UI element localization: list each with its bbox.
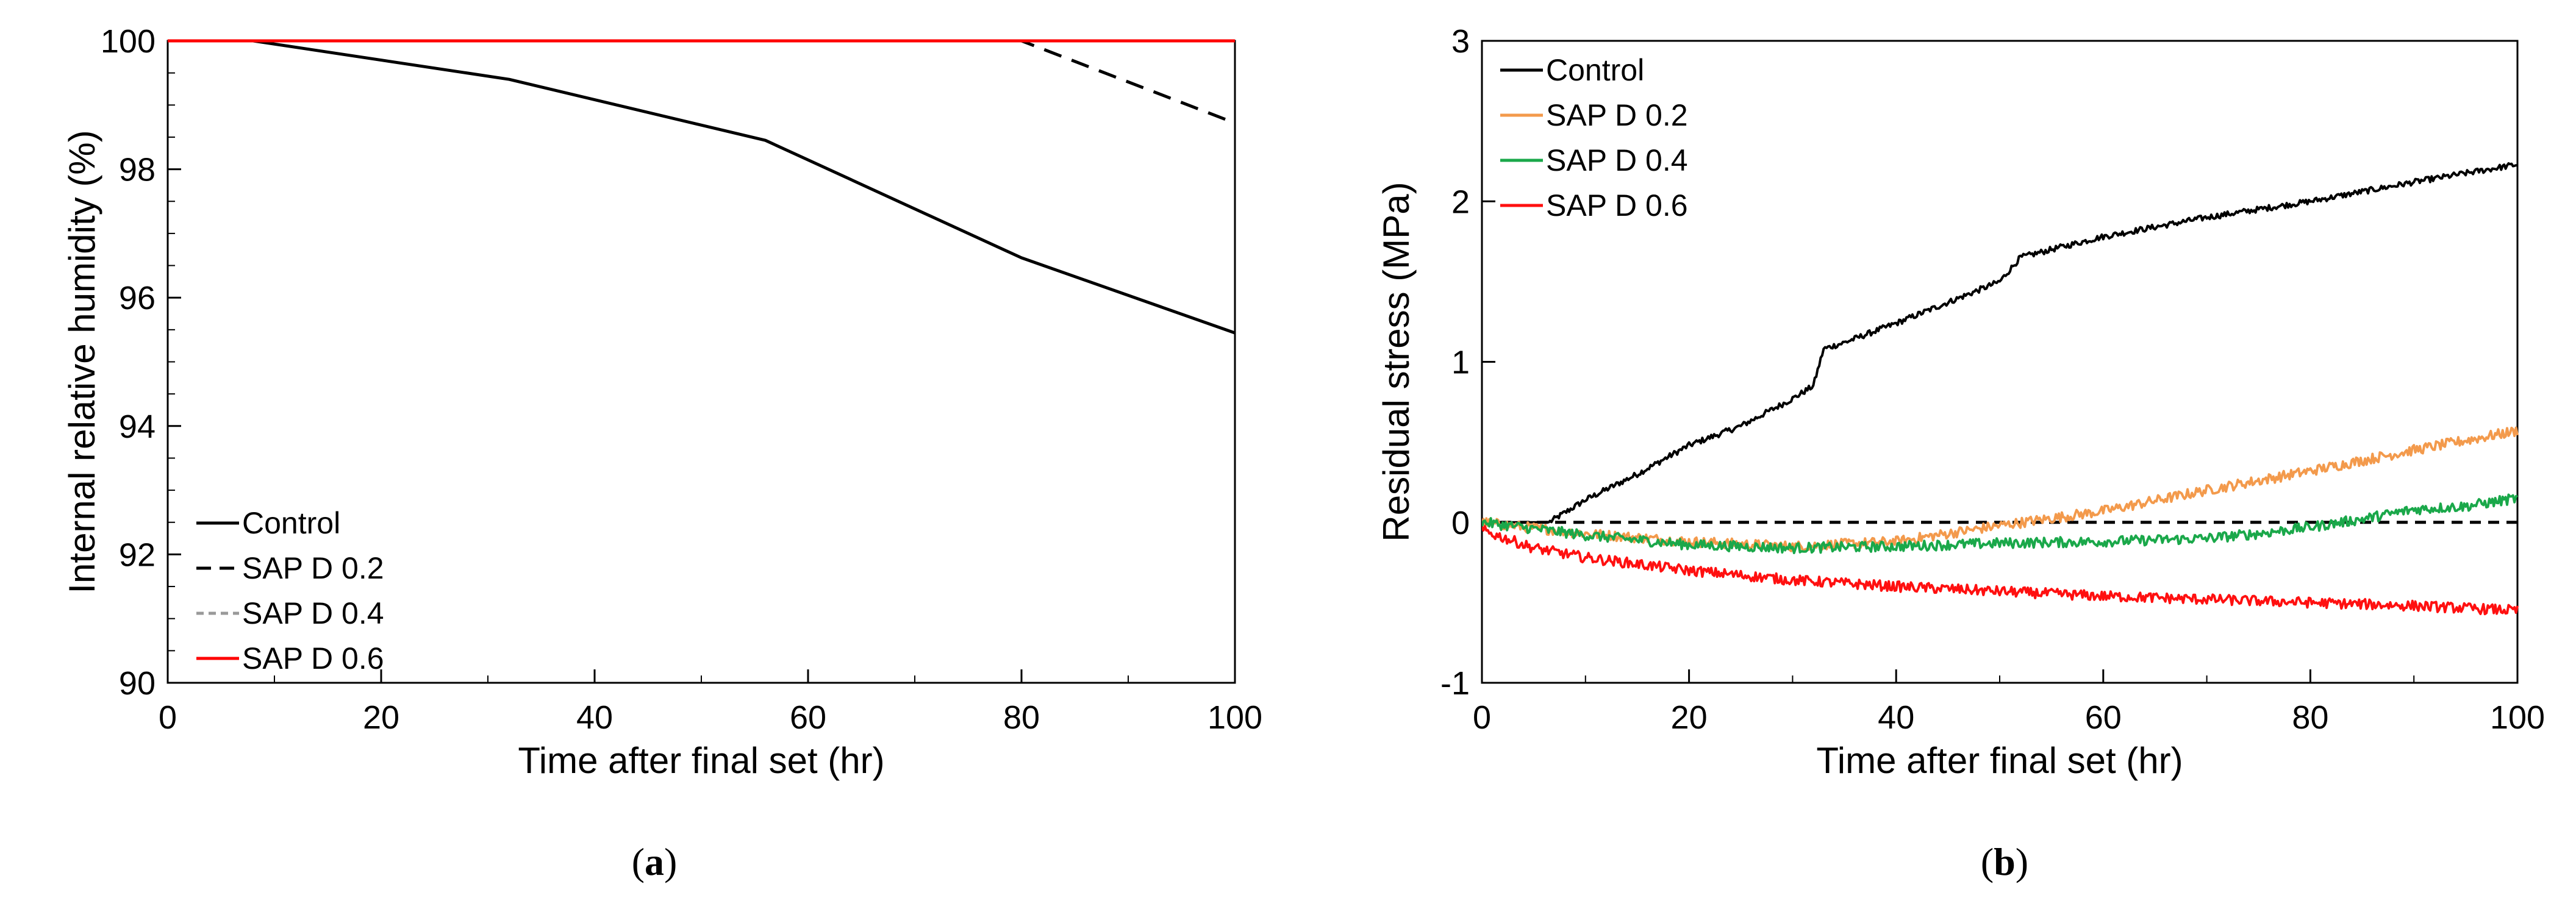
panel-b-series-sap-d-0-6 xyxy=(1482,525,2519,616)
panel-a-series-control xyxy=(168,39,1236,335)
panel-b-legend-label: SAP D 0.6 xyxy=(1546,188,1688,223)
panel-b-legend-label: Control xyxy=(1546,53,1644,87)
panel-b-legend: Control SAP D 0.2 SAP D 0.4 SAP D 0.6 xyxy=(1500,53,1688,223)
panel-b-legend-label: SAP D 0.2 xyxy=(1546,98,1688,132)
panel-b-y-tick-label: 0 xyxy=(1451,505,1470,541)
panel-a-x-axis-title: Time after final set (hr) xyxy=(518,740,884,781)
panel-a-legend-label: Control xyxy=(242,506,340,540)
panel-a-y-tick-label: 94 xyxy=(119,408,156,445)
panel-a-y-axis-title: Internal relative humidity (%) xyxy=(62,130,102,593)
panel-a-x-tick-label: 80 xyxy=(1003,699,1040,736)
panel-a-y-tick-label: 100 xyxy=(101,23,156,60)
panel-b-legend-label: SAP D 0.4 xyxy=(1546,143,1688,177)
panel-b-x-tick-label: 100 xyxy=(2490,699,2545,736)
panel-a-legend: Control SAP D 0.2 SAP D 0.4 SAP D 0.6 xyxy=(196,506,384,675)
panel-b-x-axis-title: Time after final set (hr) xyxy=(1816,740,2183,781)
panel-a-x-tick-label: 100 xyxy=(1208,699,1262,736)
panel-b-y-tick-label: 2 xyxy=(1451,184,1470,220)
panel-a-x-tick-label: 40 xyxy=(576,699,613,736)
panel-a-x-tick-label: 20 xyxy=(363,699,399,736)
panel-a-plot-frame xyxy=(166,40,1236,684)
panel-a-y-tick-label: 90 xyxy=(119,665,156,702)
panel-b-x-tick-label: 60 xyxy=(2085,699,2122,736)
panel-b-x-tick-label: 0 xyxy=(1473,699,1491,736)
panel-b-panel-label: (b) xyxy=(1981,840,2028,883)
panel-a-panel-label: (a) xyxy=(632,840,678,883)
panel-b-y-axis-title: Residual stress (MPa) xyxy=(1376,182,1417,541)
panel-a-x-tick-label: 0 xyxy=(159,699,177,736)
panel-a-y-tick-label: 98 xyxy=(119,152,156,188)
panel-b-x-tick-label: 20 xyxy=(1671,699,1708,736)
panel-a-y-tick-label: 92 xyxy=(119,536,156,573)
panel-b-plot-frame xyxy=(1481,40,2519,684)
panel-b-series-control xyxy=(1482,162,2518,524)
panel-b-x-tick-label: 80 xyxy=(2292,699,2328,736)
panel-b-series-sap-d-0-4 xyxy=(1482,493,2518,554)
panel-b-x-tick-label: 40 xyxy=(1878,699,1914,736)
panel-a-chart: 90 92 94 96 98 100 0 20 40 60 80 100 Time after fina… xyxy=(62,23,1262,883)
panel-a-legend-label: SAP D 0.6 xyxy=(242,641,384,675)
panel-b-y-tick-label: -1 xyxy=(1440,665,1470,702)
panel-a-y-tick-label: 96 xyxy=(119,280,156,316)
panel-b-y-tick-label: 3 xyxy=(1451,23,1470,60)
panel-b-y-tick-label: 1 xyxy=(1451,344,1470,381)
panel-b-series-sap-d-0-2 xyxy=(1482,426,2519,552)
panel-a-legend-label: SAP D 0.2 xyxy=(242,551,384,585)
panel-a-x-tick-label: 60 xyxy=(790,699,826,736)
panel-a-legend-label: SAP D 0.4 xyxy=(242,596,384,630)
